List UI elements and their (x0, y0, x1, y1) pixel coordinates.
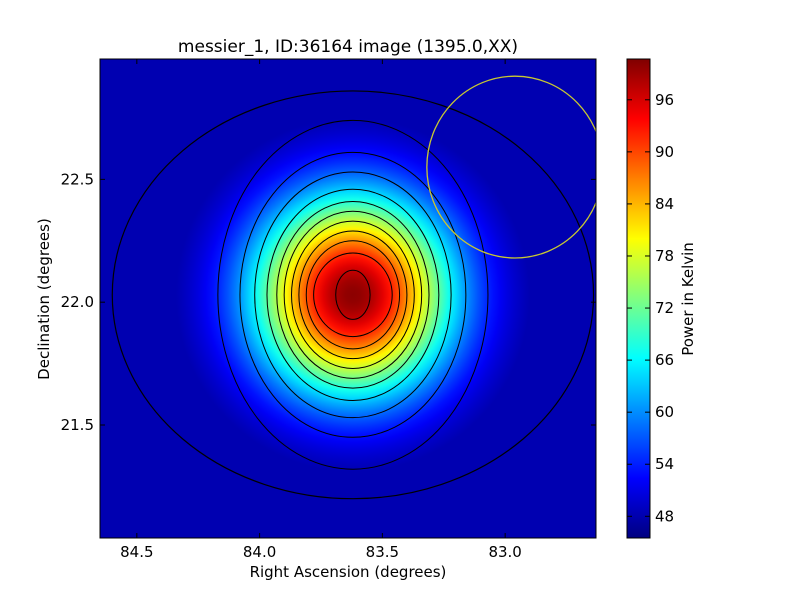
colorbar-tick-label: 84 (655, 195, 674, 213)
y-axis-ticks: 22.5 22.0 21.5 (61, 170, 596, 434)
beam-circle (426, 75, 596, 259)
x-tick-label: 83.0 (488, 543, 521, 561)
y-tick-label: 22.5 (61, 170, 94, 188)
x-axis-ticks: 84.5 84.0 83.5 83.0 (120, 59, 522, 561)
y-tick-label: 22.0 (61, 293, 94, 311)
plot-frame (99, 58, 597, 539)
y-tick-label: 21.5 (61, 416, 94, 434)
colorbar-tick-label: 60 (655, 403, 674, 421)
contour-line (283, 210, 423, 379)
colorbar-tick-label: 90 (655, 143, 674, 161)
contour-line (313, 252, 393, 338)
colorbar-tick-label: 48 (655, 507, 674, 525)
contour-line (276, 200, 430, 389)
colorbar-tick-label: 72 (655, 299, 674, 317)
chart-title: messier_1, ID:36164 image (1395.0,XX) (178, 37, 518, 57)
contour-line (266, 188, 440, 401)
contour-line (291, 220, 415, 370)
colorbar-tick-label: 54 (655, 455, 674, 473)
contour-line (254, 171, 452, 419)
plot-area (99, 58, 597, 539)
colorbar-tick-label: 78 (655, 247, 674, 265)
x-tick-label: 83.5 (366, 543, 399, 561)
heatmap-image (100, 59, 596, 538)
contour-line (111, 90, 595, 500)
y-axis-label: Declination (degrees) (35, 218, 53, 380)
colorbar-tick-label: 66 (655, 351, 674, 369)
contour-lines (111, 90, 595, 500)
x-tick-label: 84.5 (120, 543, 153, 561)
contour-line (239, 151, 467, 438)
colorbar-tick-label: 96 (655, 91, 674, 109)
colorbar-gradient (627, 59, 650, 538)
x-axis-label: Right Ascension (degrees) (250, 563, 447, 581)
contour-line (335, 269, 371, 320)
contour-line (305, 240, 401, 350)
colorbar (626, 58, 651, 539)
x-tick-label: 84.0 (243, 543, 276, 561)
contour-line (298, 230, 408, 360)
colorbar-label: Power in Kelvin (679, 242, 697, 356)
colorbar-ticks: 48 54 60 66 72 78 84 90 96 (627, 91, 674, 525)
colorbar-frame (626, 58, 651, 539)
contour-line (217, 119, 489, 470)
